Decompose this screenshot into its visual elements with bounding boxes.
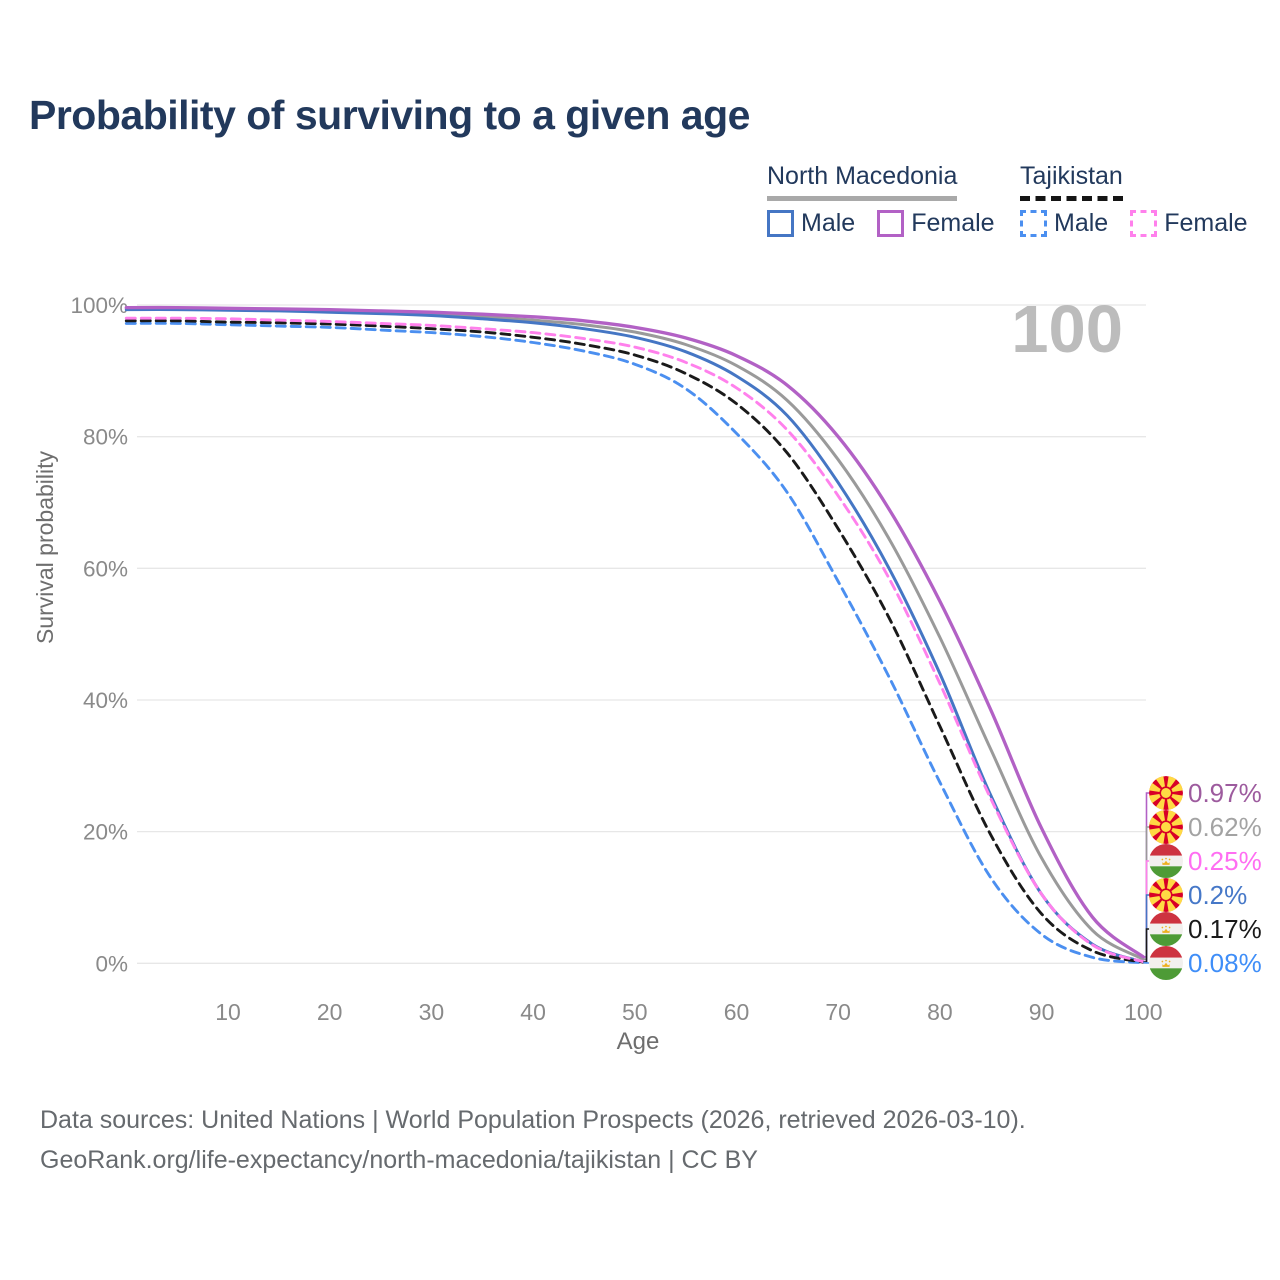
nm-female-swatch-icon xyxy=(877,210,905,237)
nm-male-swatch-icon xyxy=(767,210,794,237)
series-line-tj-combined[interactable] xyxy=(124,319,1145,964)
end-label-tj-male: 0.08% xyxy=(1149,946,1262,980)
age-watermark: 100 xyxy=(1011,292,1123,367)
x-tick-label: 50 xyxy=(622,999,648,1025)
legend-item-nm-female[interactable]: Female xyxy=(877,209,995,238)
x-tick-label: 40 xyxy=(520,999,546,1025)
series-line-nm-male[interactable] xyxy=(124,308,1145,964)
legend-item-tj-female[interactable]: Female xyxy=(1130,209,1248,238)
legend-country-tajikistan[interactable]: Tajikistan xyxy=(1020,162,1123,201)
series-line-tj-male[interactable] xyxy=(124,321,1145,965)
x-tick-label: 20 xyxy=(317,999,343,1025)
x-tick-label: 60 xyxy=(724,999,750,1025)
y-axis-title: Survival probability xyxy=(32,451,58,645)
legend-item-nm-male[interactable]: Male xyxy=(767,209,855,238)
tajikistan-flag-icon xyxy=(1149,912,1183,946)
x-tick-label: 30 xyxy=(419,999,445,1025)
y-tick-label: 80% xyxy=(83,425,128,450)
end-label-nm-combined: 0.62% xyxy=(1149,810,1262,844)
series-line-nm-female[interactable] xyxy=(124,305,1145,959)
north-macedonia-flag-icon xyxy=(1149,810,1183,844)
end-label-value: 0.17% xyxy=(1188,913,1262,944)
end-label-value: 0.08% xyxy=(1188,947,1262,978)
legend-item-tj-male[interactable]: Male xyxy=(1020,209,1108,238)
footer-attribution: GeoRank.org/life-expectancy/north-macedo… xyxy=(40,1146,758,1174)
legend-group-tajikistan: Tajikistan Male Female xyxy=(1020,162,1248,238)
legend-label: Male xyxy=(801,209,856,237)
x-tick-label: 70 xyxy=(825,999,851,1025)
north-macedonia-flag-icon xyxy=(1149,776,1183,810)
footer-data-sources: Data sources: United Nations | World Pop… xyxy=(40,1106,1026,1134)
x-tick-label: 100 xyxy=(1124,999,1162,1025)
end-label-nm-male: 0.2% xyxy=(1149,878,1247,912)
end-label-value: 0.2% xyxy=(1188,879,1248,910)
y-tick-label: 40% xyxy=(83,688,128,713)
page-title: Probability of surviving to a given age xyxy=(29,92,750,138)
series-line-tj-female[interactable] xyxy=(124,316,1145,964)
tajikistan-flag-icon xyxy=(1149,946,1183,980)
end-label-tj-combined: 0.17% xyxy=(1149,912,1262,946)
legend-group-north-macedonia: North Macedonia Male Female xyxy=(767,162,995,238)
legend-label: Female xyxy=(911,209,995,237)
end-label-nm-female: 0.97% xyxy=(1149,776,1262,810)
legend-label: Female xyxy=(1164,209,1248,237)
x-tick-label: 90 xyxy=(1029,999,1055,1025)
tj-female-swatch-icon xyxy=(1130,210,1158,237)
end-label-value: 0.25% xyxy=(1188,845,1262,876)
end-label-value: 0.62% xyxy=(1188,811,1262,842)
y-tick-label: 20% xyxy=(83,820,128,845)
end-label-tj-female: 0.25% xyxy=(1149,844,1262,878)
y-tick-label: 100% xyxy=(70,293,128,318)
y-tick-label: 60% xyxy=(83,556,128,581)
tajikistan-flag-icon xyxy=(1149,844,1183,878)
legend-label: Male xyxy=(1054,209,1109,237)
x-axis-title: Age xyxy=(617,1028,660,1055)
series-line-nm-combined[interactable] xyxy=(124,306,1145,961)
x-tick-label: 10 xyxy=(215,999,241,1025)
legend-country-north-macedonia[interactable]: North Macedonia xyxy=(767,162,958,201)
x-tick-label: 80 xyxy=(927,999,953,1025)
tj-male-swatch-icon xyxy=(1020,210,1047,237)
y-tick-label: 0% xyxy=(95,951,128,976)
north-macedonia-flag-icon xyxy=(1149,878,1183,912)
end-label-value: 0.97% xyxy=(1188,777,1262,808)
